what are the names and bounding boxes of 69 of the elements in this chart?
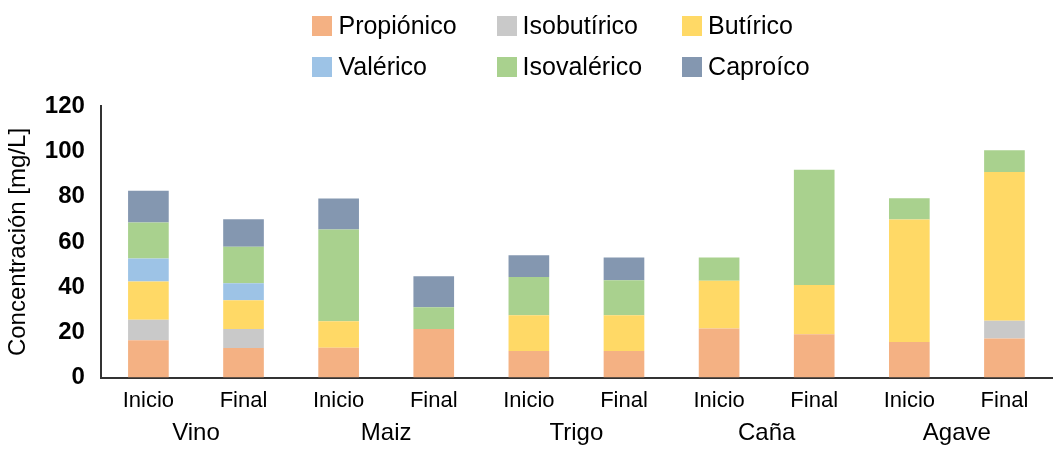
bar (223, 246, 264, 284)
x-tick-label: Inicio (883, 386, 936, 412)
bar (128, 190, 169, 223)
bar (223, 219, 264, 247)
bar (508, 315, 550, 351)
bar (984, 320, 1025, 339)
bar (508, 255, 550, 278)
text: Maiz (360, 418, 412, 446)
bar (128, 281, 169, 320)
y-tick-label: 0 (71, 362, 85, 390)
bar (889, 341, 930, 378)
bar (318, 229, 359, 322)
bar (984, 171, 1025, 321)
bar (603, 280, 645, 316)
y-tick-label: 20 (58, 317, 85, 345)
bar (889, 198, 930, 220)
bar (603, 257, 645, 281)
bar (793, 284, 835, 335)
y-tick-label: 40 (58, 271, 85, 299)
bar (318, 198, 359, 230)
bar (128, 319, 169, 341)
bar (508, 350, 550, 378)
y-tick-label: 120 (44, 91, 85, 119)
bar (413, 307, 455, 330)
bar (984, 150, 1025, 172)
legend-label: Propiónico (338, 11, 457, 40)
x-tick-label: Final (790, 386, 839, 412)
text: Trigo (549, 418, 604, 446)
x-tick-label: Inicio (312, 386, 365, 412)
bar (223, 329, 264, 348)
text: Vino (172, 418, 220, 446)
legend-label: Isobutírico (522, 11, 638, 40)
x-tick-label: Inicio (122, 386, 175, 412)
bar (128, 340, 169, 378)
legend-label: Isovalérico (522, 52, 643, 81)
legend-label: Valérico (338, 52, 427, 81)
y-tick-label: 100 (44, 136, 85, 164)
bar (128, 258, 169, 282)
bar (318, 347, 359, 378)
bar (793, 334, 835, 378)
bar (603, 315, 645, 351)
bar (698, 328, 740, 378)
bar (413, 329, 455, 378)
bar (508, 277, 550, 316)
bar (318, 321, 359, 348)
bar (793, 169, 835, 285)
bar (128, 222, 169, 259)
bar (698, 257, 740, 281)
x-tick-label: Final (980, 386, 1029, 412)
y-tick-label: 80 (58, 181, 85, 209)
legend-label: Caproíco (708, 52, 810, 81)
legend-label: Butírico (708, 11, 793, 40)
x-tick-label: Final (600, 386, 648, 412)
y-tick-label: 60 (58, 226, 85, 254)
bar (984, 338, 1025, 378)
text: Caña (737, 418, 796, 446)
x-tick-label: Final (219, 386, 268, 412)
bar (698, 280, 740, 329)
bar (223, 300, 264, 330)
x-tick-label: Inicio (693, 386, 745, 412)
x-tick-label: Inicio (503, 386, 555, 412)
bar (223, 283, 264, 301)
text: Agave (922, 418, 991, 446)
x-tick-label: Final (409, 386, 458, 412)
bar (413, 276, 455, 308)
y-axis-title: Concentración [mg/L] (3, 127, 31, 357)
bar (603, 350, 645, 378)
bar (223, 347, 264, 378)
bar (889, 219, 930, 342)
